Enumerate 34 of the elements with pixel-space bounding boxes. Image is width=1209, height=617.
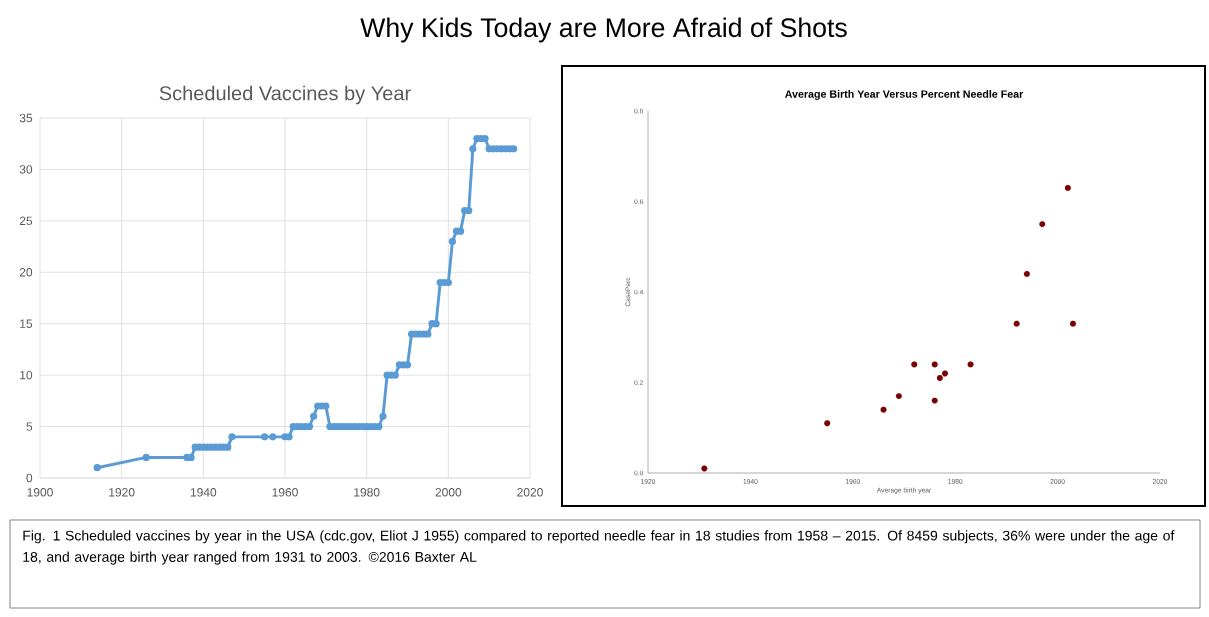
y-tick-label: 10	[20, 370, 33, 380]
point	[880, 406, 887, 413]
y-tick-label: 35	[19, 113, 33, 123]
x-tick-label: 1960	[272, 488, 298, 497]
point	[1013, 320, 1020, 327]
point	[931, 361, 938, 368]
point	[1064, 184, 1071, 191]
point	[936, 374, 943, 381]
point	[911, 361, 918, 368]
point	[824, 420, 831, 427]
y-tick-label: 30	[19, 165, 33, 174]
x-tick-label: 2020	[517, 488, 543, 497]
point	[941, 370, 948, 377]
point	[701, 465, 708, 472]
chart-title: Scheduled Vaccines by Year	[159, 85, 411, 105]
caption: Fig. 1 Scheduled vaccines by year in the USA (cdc.gov, Eliot J 1955) compared to reported needle fear in 18 studies from 1958 – 2015. Of 8459 subjects, 36% were under the age of 18, and average birth year ranged from 1931 to 2003. ©2016 Baxter AL	[23, 530, 1175, 565]
point	[895, 393, 902, 400]
x-tick-label: 1920	[109, 488, 135, 497]
chart-title: Average Birth Year Versus Percent Needle Fear	[785, 89, 1024, 100]
y-tick-label: 25	[19, 216, 33, 226]
point	[1069, 320, 1076, 327]
point	[1039, 221, 1046, 228]
x-tick-label: 1900	[27, 488, 53, 497]
x-tick-label: 1940	[190, 488, 217, 497]
point	[967, 361, 974, 368]
y-tick-label: 20	[19, 268, 33, 277]
point	[1023, 270, 1030, 277]
x-tick-label: 1980	[354, 488, 380, 497]
x-tick-label: 2000	[435, 488, 462, 497]
y-tick-label: 0	[26, 473, 33, 483]
y-tick-label: 5	[26, 422, 33, 431]
point	[931, 397, 938, 404]
y-tick-label: 15	[20, 319, 33, 328]
text: Why Kids Today are More Afraid of Shots	[360, 17, 847, 43]
